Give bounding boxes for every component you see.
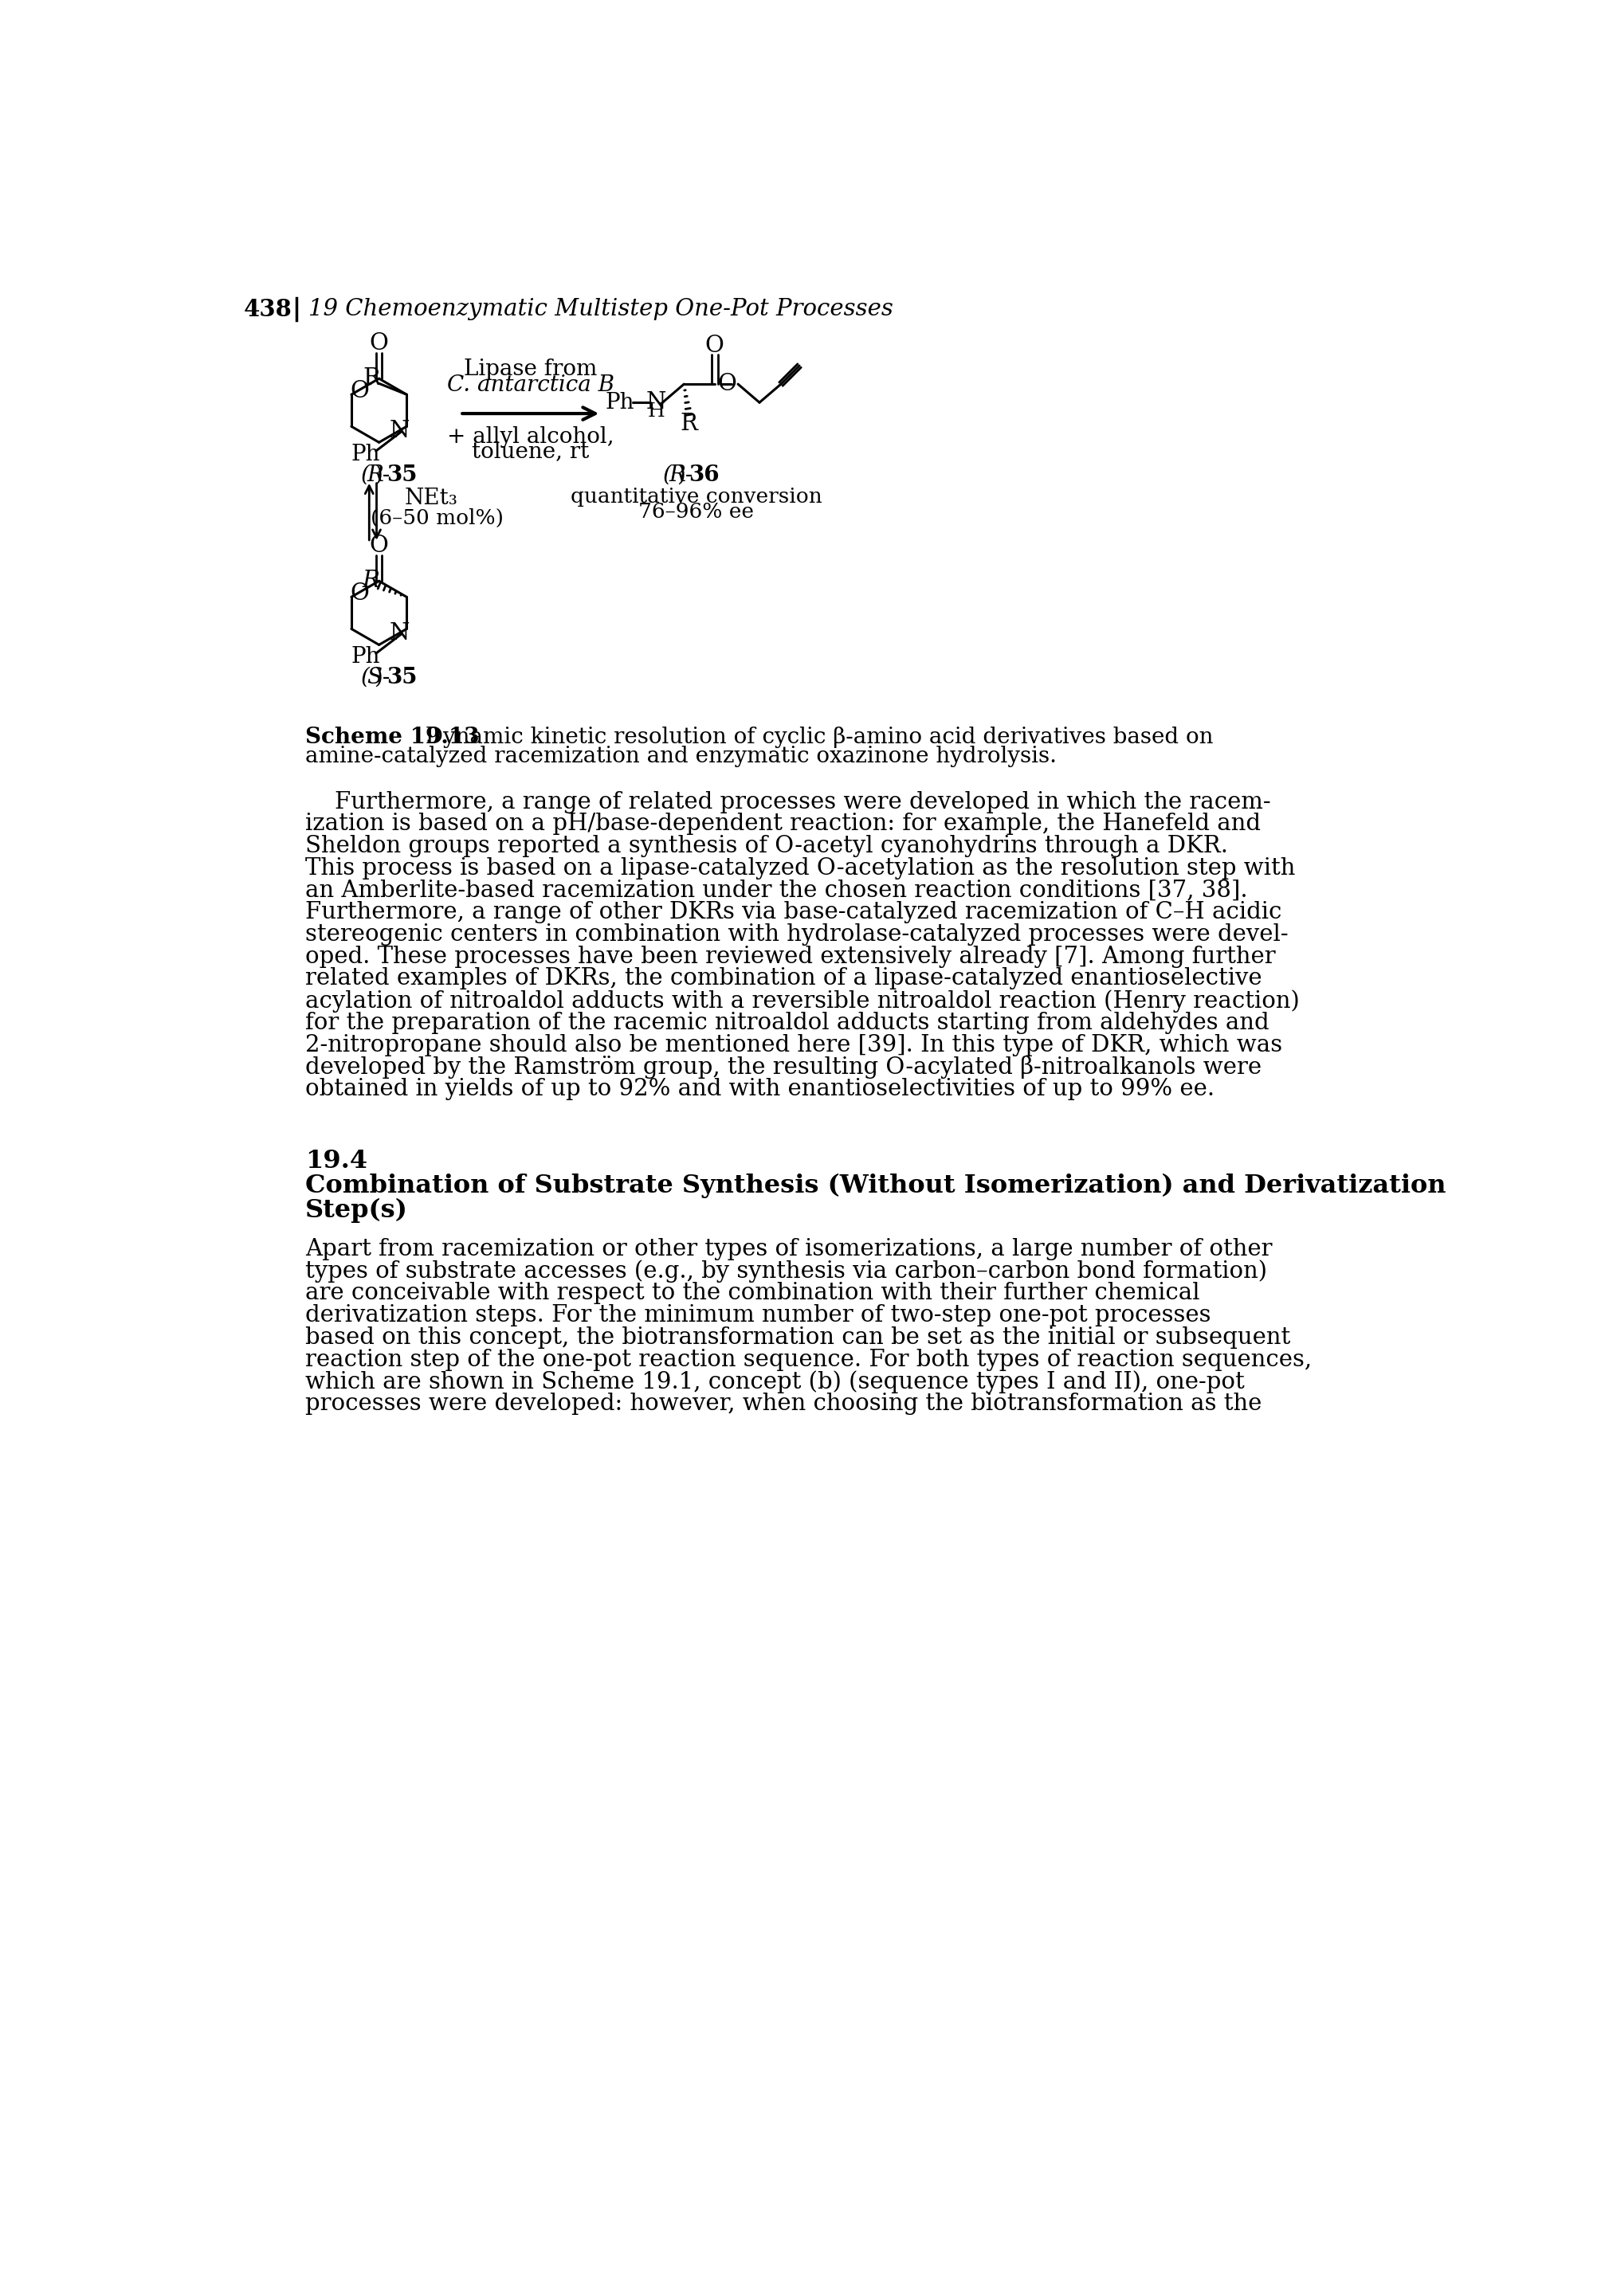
- Text: O: O: [717, 372, 736, 395]
- Text: toluene, rt: toluene, rt: [472, 441, 589, 461]
- Text: Step(s): Step(s): [306, 1199, 408, 1224]
- Text: reaction step of the one-pot reaction sequence. For both types of reaction seque: reaction step of the one-pot reaction se…: [306, 1348, 1311, 1371]
- Text: N: N: [389, 622, 410, 645]
- Text: Scheme 19.13: Scheme 19.13: [306, 726, 480, 748]
- Text: Dynamic kinetic resolution of cyclic β-amino acid derivatives based on: Dynamic kinetic resolution of cyclic β-a…: [411, 726, 1214, 748]
- Text: developed by the Ramström group, the resulting O-acylated β-nitroalkanols were: developed by the Ramström group, the res…: [306, 1056, 1262, 1079]
- Text: related examples of DKRs, the combination of a lipase-catalyzed enantioselective: related examples of DKRs, the combinatio…: [306, 967, 1262, 990]
- Text: Sheldon groups reported a synthesis of O-acetyl cyanohydrins through a DKR.: Sheldon groups reported a synthesis of O…: [306, 836, 1228, 856]
- Text: amine-catalyzed racemization and enzymatic oxazinone hydrolysis.: amine-catalyzed racemization and enzymat…: [306, 746, 1057, 767]
- Text: Combination of Substrate Synthesis (Without Isomerization) and Derivatization: Combination of Substrate Synthesis (With…: [306, 1173, 1446, 1199]
- Text: R: R: [680, 413, 698, 436]
- Text: )-: )-: [375, 464, 391, 487]
- Text: O: O: [370, 535, 389, 558]
- Text: an Amberlite-based racemization under the chosen reaction conditions [37, 38].: an Amberlite-based racemization under th…: [306, 879, 1247, 902]
- Text: Ph: Ph: [351, 645, 379, 668]
- Text: R: R: [367, 464, 383, 487]
- Text: types of substrate accesses (e.g., by synthesis via carbon–carbon bond formation: types of substrate accesses (e.g., by sy…: [306, 1261, 1268, 1283]
- Text: 35: 35: [386, 666, 416, 689]
- Text: 35: 35: [386, 464, 416, 487]
- Text: 2-nitropropane should also be mentioned here [39]. In this type of DKR, which wa: 2-nitropropane should also be mentioned …: [306, 1033, 1282, 1056]
- Text: Furthermore, a range of related processes were developed in which the racem-: Furthermore, a range of related processe…: [306, 790, 1271, 813]
- Text: Ph: Ph: [605, 393, 634, 413]
- Text: Ph: Ph: [351, 443, 379, 466]
- Text: (: (: [360, 464, 370, 487]
- Text: for the preparation of the racemic nitroaldol adducts starting from aldehydes an: for the preparation of the racemic nitro…: [306, 1013, 1270, 1033]
- Text: O: O: [351, 379, 370, 402]
- Text: NEt₃: NEt₃: [405, 487, 458, 510]
- Text: N: N: [389, 420, 410, 441]
- Text: S: S: [367, 666, 383, 689]
- Text: O: O: [351, 583, 370, 604]
- Text: 76–96% ee: 76–96% ee: [639, 503, 754, 521]
- Text: Apart from racemization or other types of isomerizations, a large number of othe: Apart from racemization or other types o…: [306, 1238, 1273, 1261]
- Text: )-: )-: [375, 666, 391, 689]
- Text: quantitative conversion: quantitative conversion: [570, 487, 821, 507]
- Text: R: R: [363, 367, 381, 390]
- Text: obtained in yields of up to 92% and with enantioselectivities of up to 99% ee.: obtained in yields of up to 92% and with…: [306, 1077, 1215, 1100]
- Text: Lipase from: Lipase from: [464, 358, 597, 381]
- Text: (: (: [360, 666, 370, 689]
- Text: processes were developed: however, when choosing the biotransformation as the: processes were developed: however, when …: [306, 1394, 1262, 1414]
- Text: Furthermore, a range of other DKRs via base-catalyzed racemization of C–H acidic: Furthermore, a range of other DKRs via b…: [306, 902, 1282, 923]
- Text: This process is based on a lipase-catalyzed O-acetylation as the resolution step: This process is based on a lipase-cataly…: [306, 856, 1295, 879]
- Text: 438: 438: [243, 298, 291, 321]
- Text: ization is based on a pH/base-dependent reaction: for example, the Hanefeld and: ization is based on a pH/base-dependent …: [306, 813, 1262, 836]
- Text: H: H: [648, 402, 664, 420]
- Text: acylation of nitroaldol adducts with a reversible nitroaldol reaction (Henry rea: acylation of nitroaldol adducts with a r…: [306, 990, 1300, 1013]
- Text: R: R: [362, 569, 379, 592]
- Text: R: R: [669, 464, 685, 487]
- Text: (: (: [663, 464, 671, 487]
- Text: + allyl alcohol,: + allyl alcohol,: [447, 427, 615, 448]
- Text: derivatization steps. For the minimum number of two-step one-pot processes: derivatization steps. For the minimum nu…: [306, 1304, 1210, 1327]
- Text: based on this concept, the biotransformation can be set as the initial or subseq: based on this concept, the biotransforma…: [306, 1327, 1290, 1348]
- Text: are conceivable with respect to the combination with their further chemical: are conceivable with respect to the comb…: [306, 1281, 1201, 1304]
- Text: C. antarctica B: C. antarctica B: [447, 374, 615, 397]
- Text: (6–50 mol%): (6–50 mol%): [371, 507, 504, 528]
- Text: N: N: [647, 390, 666, 413]
- Text: O: O: [370, 333, 389, 356]
- Text: 19.4: 19.4: [306, 1148, 368, 1173]
- Text: 36: 36: [688, 464, 720, 487]
- Text: which are shown in Scheme 19.1, concept (b) (sequence types I and II), one-pot: which are shown in Scheme 19.1, concept …: [306, 1371, 1244, 1394]
- Text: O: O: [704, 335, 724, 358]
- Text: 19 Chemoenzymatic Multistep One-Pot Processes: 19 Chemoenzymatic Multistep One-Pot Proc…: [309, 298, 893, 321]
- Text: )-: )-: [677, 464, 693, 487]
- Text: stereogenic centers in combination with hydrolase-catalyzed processes were devel: stereogenic centers in combination with …: [306, 923, 1289, 946]
- Text: oped. These processes have been reviewed extensively already [7]. Among further: oped. These processes have been reviewed…: [306, 946, 1276, 967]
